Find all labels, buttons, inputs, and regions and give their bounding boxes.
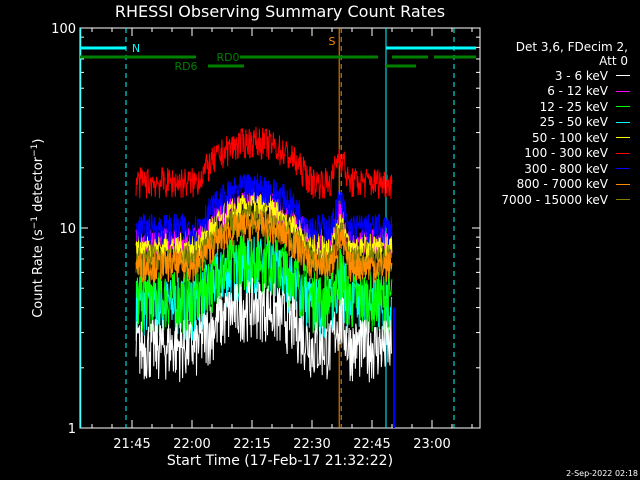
legend-header: Det 3,6, FDecim 2, Att 0 [516,40,628,68]
legend-swatch [616,75,630,77]
legend-entry: 25 - 50 keV [501,115,630,131]
legend-entry: 7000 - 15000 keV [501,192,630,208]
footer-date: 2-Sep-2022 02:18 [566,469,638,478]
legend-label: 50 - 100 keV [531,130,608,145]
series-trace [135,231,393,335]
legend-entry: 3 - 6 keV [501,68,630,84]
x-axis-label: Start Time (17-Feb-17 21:32:22) [166,453,394,469]
flag-label-rd6: RD6 [174,60,197,73]
x-tick-label: 22:00 [173,437,210,452]
legend-swatch [616,183,630,185]
legend: 3 - 6 keV 6 - 12 keV 12 - 25 keV 25 - 50 ke… [501,68,630,208]
legend-swatch [616,199,630,201]
legend-label: 25 - 50 keV [539,115,608,130]
x-tick-label: 22:15 [233,437,270,452]
legend-swatch [616,106,630,108]
x-tick-label: 21:45 [113,437,150,452]
flag-label-rd0: RD0 [216,51,239,64]
legend-swatch [616,137,630,139]
legend-header-line-1: Det 3,6, FDecim 2, [515,40,628,54]
legend-entry: 100 - 300 keV [501,146,630,162]
x-tick-label: 23:00 [413,437,450,452]
series-trace [135,210,393,283]
x-tick-label: 22:30 [293,437,330,452]
x-tick-label: 22:45 [353,437,390,452]
legend-entry: 50 - 100 keV [501,130,630,146]
legend-label: 800 - 7000 keV [516,177,608,192]
flag-label-s: S [329,35,336,48]
legend-label: 300 - 800 keV [524,161,608,176]
legend-swatch [616,168,630,170]
legend-swatch [616,90,630,92]
legend-label: 3 - 6 keV [554,68,608,83]
legend-entry: 6 - 12 keV [501,84,630,100]
flag-label-n: N [132,42,140,55]
y-tick-label: 100 [51,22,76,37]
y-tick-label: 1 [68,422,76,437]
legend-label: 100 - 300 keV [524,146,608,161]
legend-label: 6 - 12 keV [547,84,608,99]
series-trace [135,173,393,246]
legend-entry: 800 - 7000 keV [501,177,630,193]
series-trace [135,126,393,200]
legend-entry: 12 - 25 keV [501,99,630,115]
series-trace [135,277,393,383]
legend-swatch [616,152,630,154]
legend-entry: 300 - 800 keV [501,161,630,177]
legend-swatch [616,121,630,123]
y-tick-label: 10 [59,222,76,237]
y-axis-label: Count Rate (s−1 detector−1) [29,138,47,318]
chart-title: RHESSI Observing Summary Count Rates [114,2,446,21]
legend-label: 12 - 25 keV [539,99,608,114]
legend-header-line-2: Att 0 [599,54,628,68]
legend-label: 7000 - 15000 keV [501,192,608,207]
